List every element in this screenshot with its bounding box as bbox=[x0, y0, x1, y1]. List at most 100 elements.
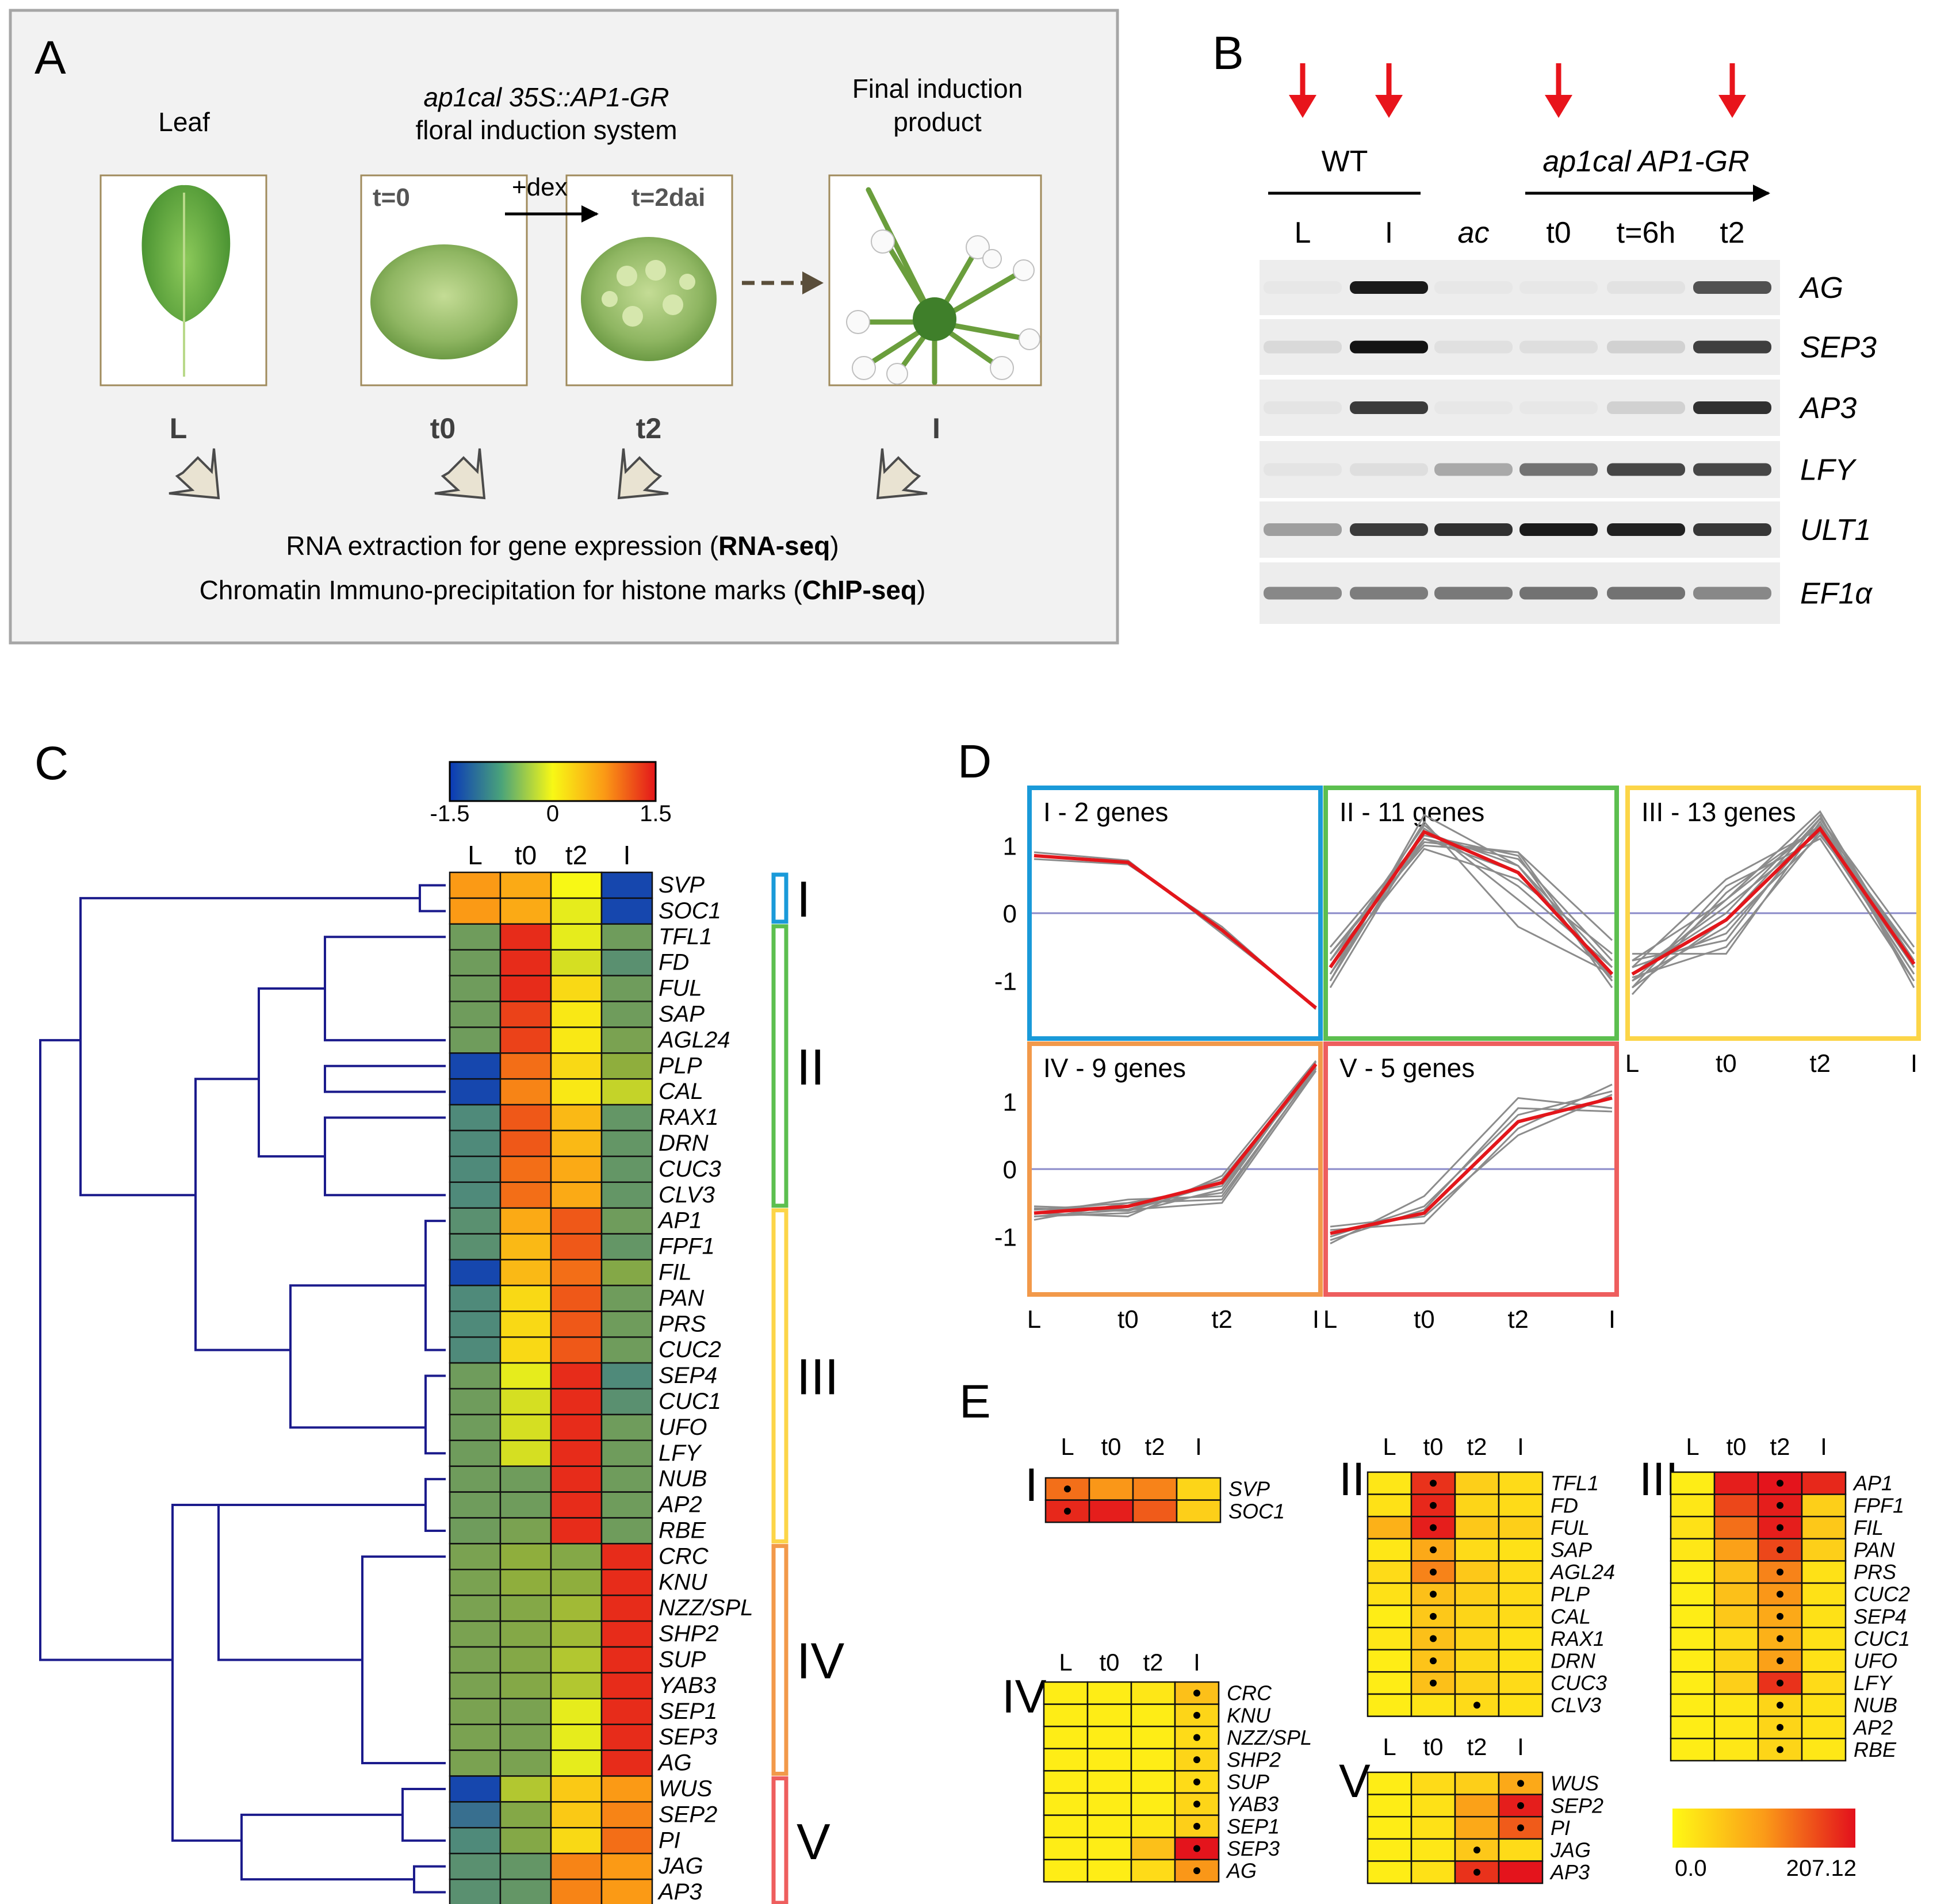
heat-cell-LFY-0 bbox=[449, 1439, 502, 1467]
heat-cell-AP1-1 bbox=[499, 1207, 552, 1235]
expr-gene-CUC3: CUC3 bbox=[1551, 1671, 1607, 1695]
band-AP3-5 bbox=[1693, 401, 1771, 414]
expr-dot-AGL24 bbox=[1430, 1568, 1437, 1576]
heat-cell-NZZ/SPL-2 bbox=[550, 1594, 603, 1622]
gene-label-0: AG bbox=[1798, 271, 1843, 305]
c-gene-3: FD bbox=[659, 950, 689, 975]
c-gene-23: NUB bbox=[659, 1466, 707, 1492]
expression-IV-col-0: L bbox=[1059, 1649, 1072, 1676]
expression-V-col-3: I bbox=[1517, 1733, 1524, 1760]
c-gene-37: PI bbox=[659, 1828, 680, 1853]
c-gene-21: UFO bbox=[659, 1415, 707, 1440]
profile-4-xtick-3: I bbox=[1312, 1305, 1319, 1334]
expr-dot-FUL bbox=[1430, 1524, 1437, 1531]
expr-gene-RBE: RBE bbox=[1854, 1738, 1897, 1761]
expr-cell-PAN-0 bbox=[1670, 1538, 1716, 1562]
expr-cell-TFL1-2 bbox=[1454, 1471, 1500, 1495]
profile-3-xtick-1: t0 bbox=[1716, 1049, 1737, 1078]
expr-cell-FPF1-1 bbox=[1713, 1493, 1759, 1518]
heat-cell-PRS-2 bbox=[550, 1311, 603, 1338]
heat-cell-FPF1-0 bbox=[449, 1233, 502, 1261]
band-ULT1-2 bbox=[1434, 523, 1513, 536]
expr-cell-NUB-1 bbox=[1713, 1693, 1759, 1717]
heat-cell-CUC3-2 bbox=[550, 1155, 603, 1183]
profile-5-xtick-0: L bbox=[1323, 1305, 1337, 1334]
cluster-label-V: V bbox=[797, 1813, 830, 1870]
heat-cell-YAB3-0 bbox=[449, 1672, 502, 1700]
band-AG-4 bbox=[1607, 281, 1685, 294]
expr-cell-CAL-2 bbox=[1454, 1604, 1500, 1629]
c-gene-17: PRS bbox=[659, 1311, 706, 1336]
profile-4-gene-line-7 bbox=[1034, 1068, 1317, 1215]
heat-cell-YAB3-2 bbox=[550, 1672, 603, 1700]
band-SEP3-3 bbox=[1519, 340, 1598, 354]
expr-gene-AP3: AP3 bbox=[1549, 1860, 1590, 1884]
lane-label-4: t=6h bbox=[1617, 216, 1676, 250]
expr-gene-PAN: PAN bbox=[1854, 1538, 1895, 1561]
expr-cell-CUC3-2 bbox=[1454, 1671, 1500, 1695]
dendro-join-c bbox=[194, 1078, 290, 1351]
heat-cell-KNU-0 bbox=[449, 1569, 502, 1596]
expr-cell-RAX1-3 bbox=[1498, 1626, 1544, 1651]
expr-cell-SEP2-2 bbox=[1454, 1794, 1500, 1818]
heat-cell-FIL-3 bbox=[600, 1259, 653, 1286]
expr-cell-PAN-3 bbox=[1801, 1538, 1847, 1562]
expr-gene-SEP3: SEP3 bbox=[1227, 1837, 1280, 1860]
heat-cell-TFL1-3 bbox=[600, 923, 653, 951]
dendro-ap1-cuc2 bbox=[424, 1220, 446, 1351]
expr-cell-AP2-0 bbox=[1670, 1715, 1716, 1740]
band-AG-3 bbox=[1519, 281, 1598, 294]
expr-gene-AGL24: AGL24 bbox=[1549, 1560, 1615, 1584]
c-gene-0: SVP bbox=[659, 872, 705, 898]
expr-cell-FIL-3 bbox=[1801, 1515, 1847, 1540]
dendro-tfl1-agl24 bbox=[324, 936, 446, 1041]
expr-cell-UFO-0 bbox=[1670, 1649, 1716, 1673]
heat-cell-CUC3-1 bbox=[499, 1155, 552, 1183]
profile-2-gene-line-9 bbox=[1329, 827, 1613, 982]
heat-cell-JAG-2 bbox=[550, 1852, 603, 1880]
heat-cell-SVP-3 bbox=[600, 871, 653, 899]
expr-gene-NUB: NUB bbox=[1854, 1694, 1897, 1717]
cluster-bar-IV bbox=[771, 1543, 788, 1776]
band-LFY-2 bbox=[1434, 463, 1513, 476]
heat-cell-NZZ/SPL-1 bbox=[499, 1594, 552, 1622]
expr-cell-SOC1-1 bbox=[1088, 1499, 1134, 1523]
heat-cell-SEP3-2 bbox=[550, 1723, 603, 1751]
expr-cell-SEP1-3 bbox=[1174, 1814, 1220, 1838]
expr-gene-SEP1: SEP1 bbox=[1227, 1814, 1280, 1838]
expr-cell-SHP2-1 bbox=[1086, 1748, 1132, 1772]
expression-III-col-3: I bbox=[1820, 1433, 1827, 1460]
cluster-label-II: II bbox=[797, 1039, 825, 1095]
expr-cell-CLV3-0 bbox=[1367, 1693, 1413, 1717]
band-LFY-4 bbox=[1607, 463, 1685, 476]
band-ULT1-1 bbox=[1350, 523, 1428, 536]
hollow-arrows bbox=[169, 448, 928, 500]
heat-cell-FD-3 bbox=[600, 949, 653, 976]
expr-cell-SEP2-1 bbox=[1410, 1794, 1456, 1818]
heat-cell-SHP2-2 bbox=[550, 1620, 603, 1648]
expr-cell-TFL1-0 bbox=[1367, 1471, 1413, 1495]
profile-4-mean-line bbox=[1034, 1063, 1318, 1215]
heat-cell-NUB-3 bbox=[600, 1465, 653, 1493]
profile-2-mean-line bbox=[1329, 830, 1614, 975]
expr-cell-NUB-0 bbox=[1670, 1693, 1716, 1717]
expr-cell-FUL-2 bbox=[1454, 1515, 1500, 1540]
profile-title-5: V - 5 genes bbox=[1339, 1053, 1475, 1083]
red-arrowhead-1 bbox=[1375, 95, 1403, 118]
inflorescence-image bbox=[828, 174, 1042, 386]
expr-dot-TFL1 bbox=[1430, 1480, 1437, 1487]
heat-cell-UFO-1 bbox=[499, 1413, 552, 1442]
band-AP3-4 bbox=[1607, 401, 1685, 414]
heat-cell-TFL1-2 bbox=[550, 923, 603, 951]
expr-dot-SEP1 bbox=[1193, 1822, 1200, 1830]
heat-cell-FPF1-3 bbox=[600, 1233, 653, 1261]
expression-II-col-3: I bbox=[1517, 1433, 1524, 1460]
heat-cell-CUC3-0 bbox=[449, 1155, 502, 1183]
expression-group-label-II: II bbox=[1339, 1453, 1365, 1505]
c-gene-25: RBE bbox=[659, 1518, 707, 1543]
expr-gene-CAL: CAL bbox=[1551, 1604, 1591, 1628]
profile-1-ytick-1: 0 bbox=[1003, 900, 1017, 928]
gene-label-5: EF1α bbox=[1800, 577, 1873, 611]
